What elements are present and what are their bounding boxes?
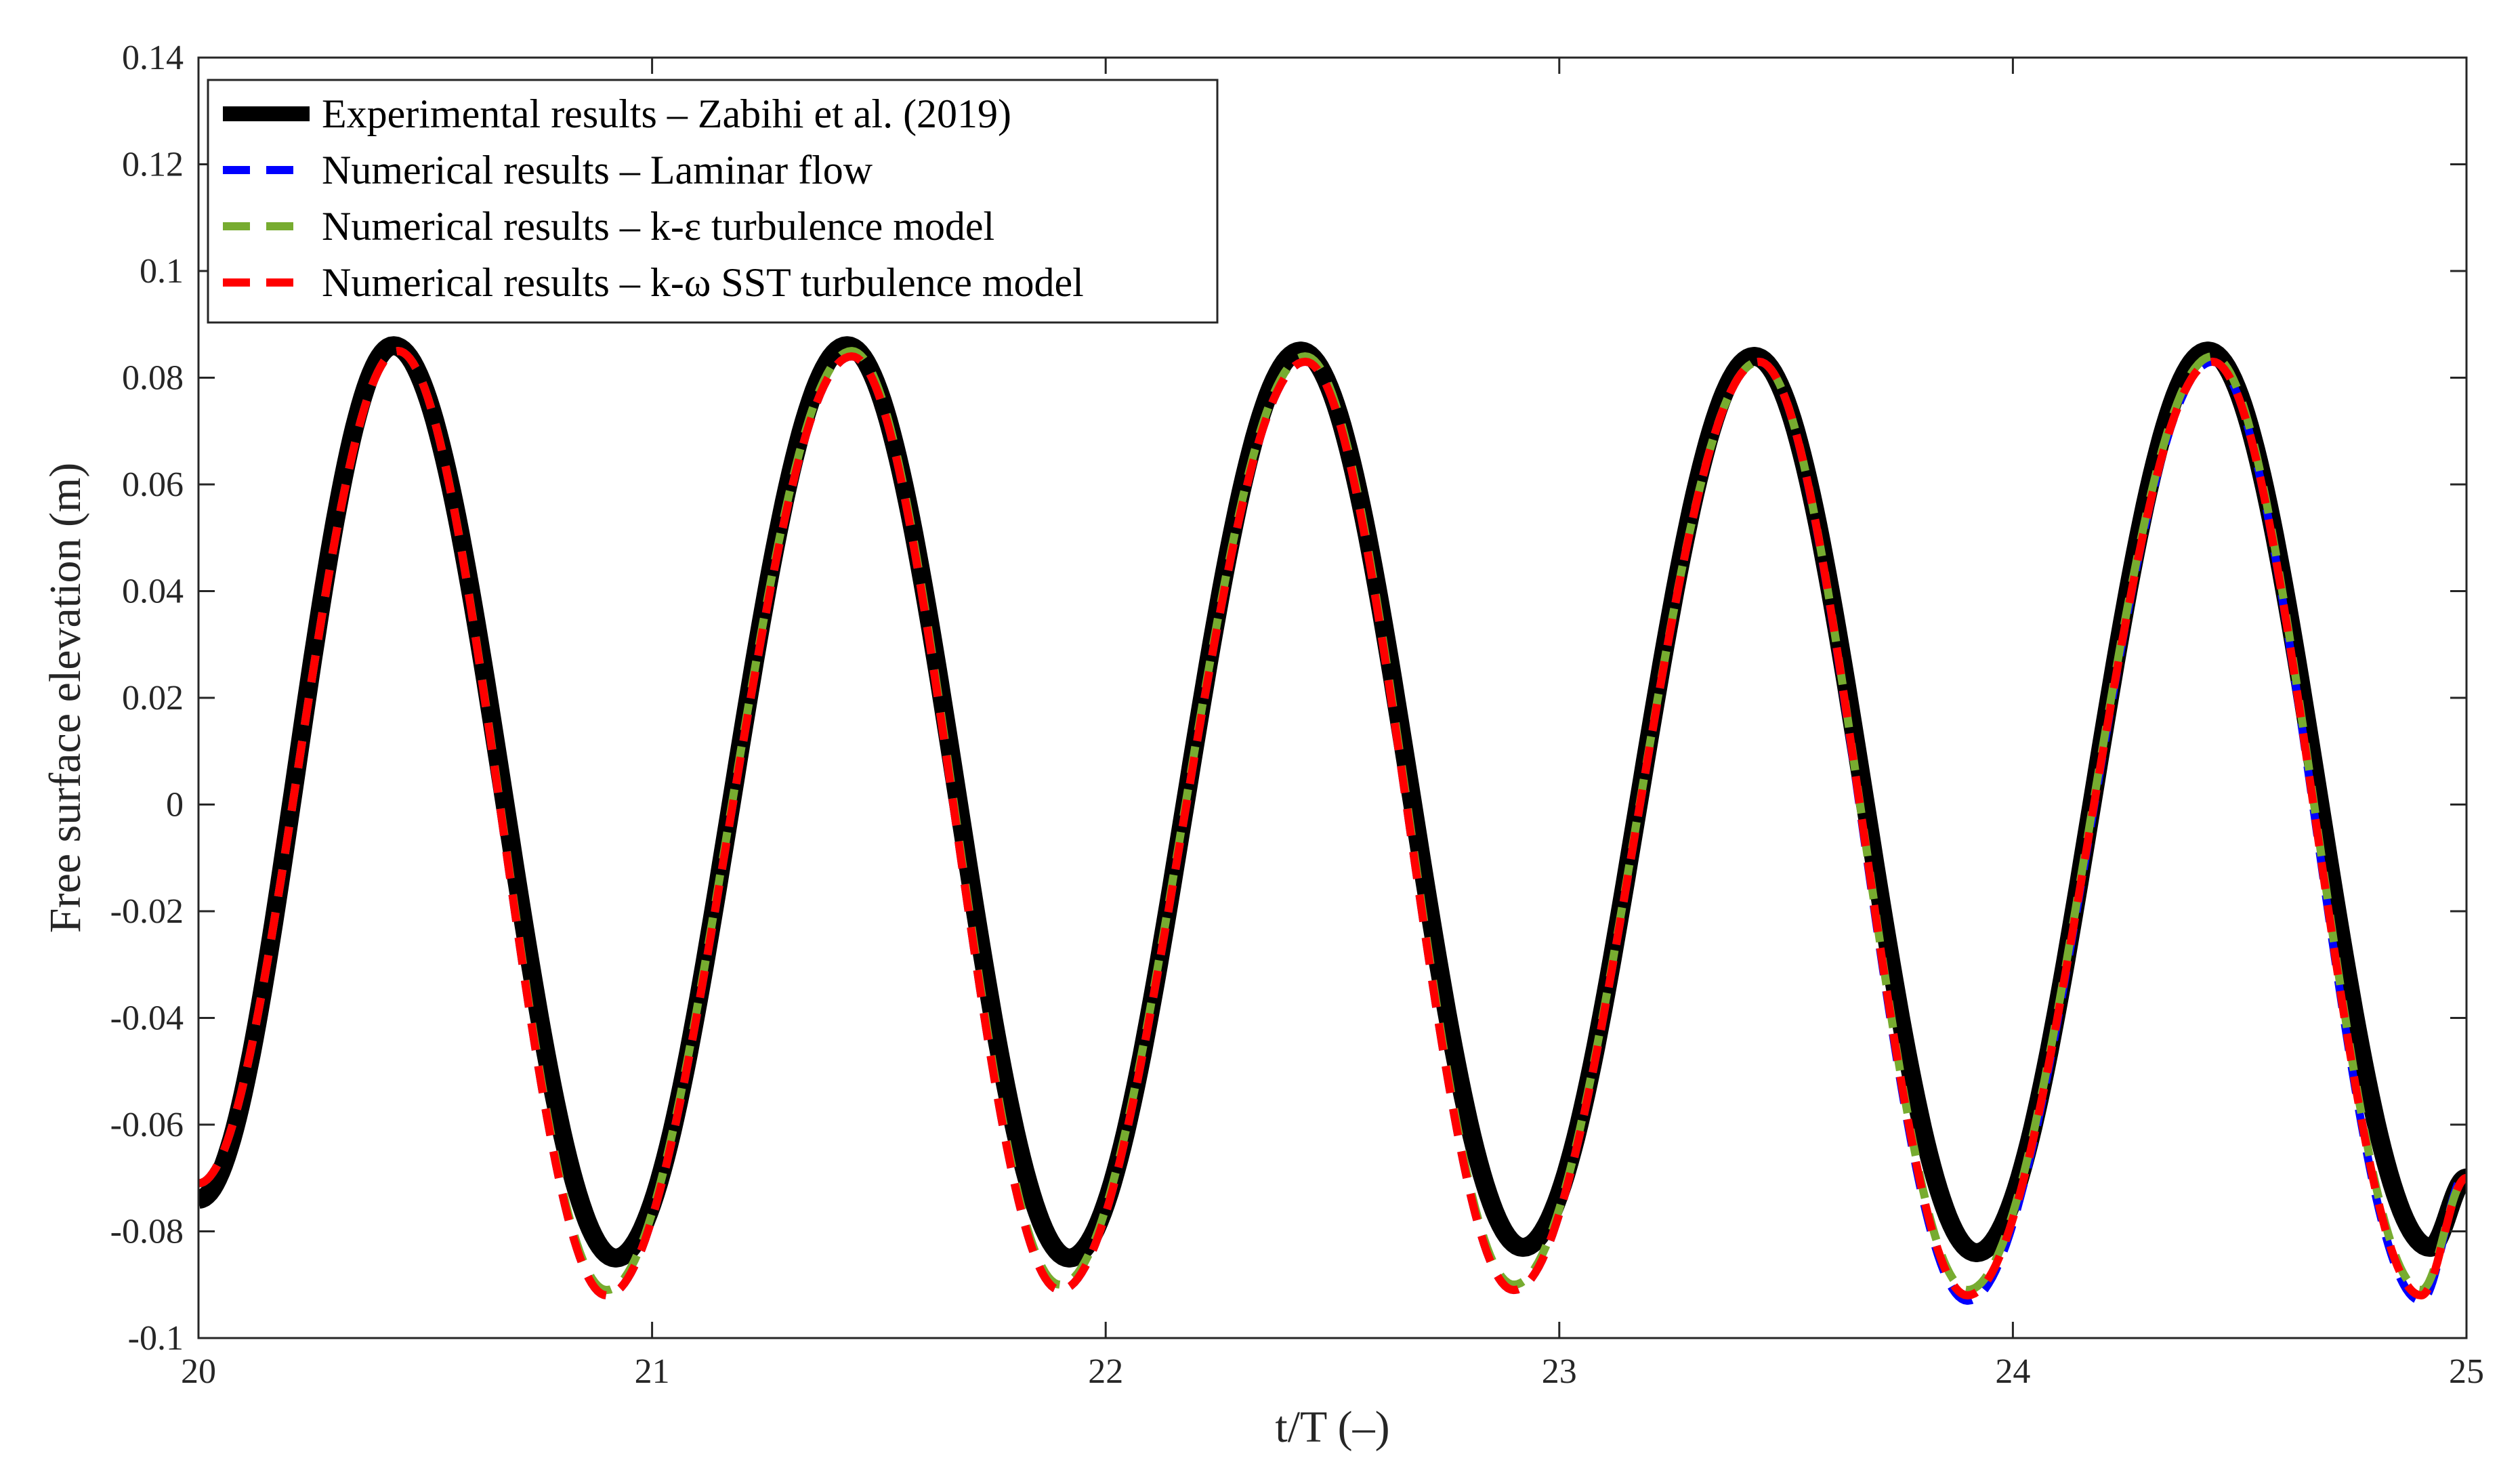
y-tick-label: -0.04 — [110, 999, 184, 1038]
x-tick-label: 22 — [1088, 1352, 1123, 1391]
y-tick-label: -0.02 — [110, 892, 184, 931]
legend-entry-4: Numerical results – k-ω SST turbulence m… — [322, 260, 1084, 305]
x-tick-label: 20 — [181, 1352, 216, 1391]
x-tick-label: 25 — [2449, 1352, 2484, 1391]
y-tick-label: 0 — [166, 786, 184, 825]
y-tick-label: 0.02 — [122, 679, 184, 717]
y-axis-label: Free surface elevation (m) — [41, 463, 90, 933]
x-tick-label: 23 — [1542, 1352, 1577, 1391]
x-tick-label: 21 — [635, 1352, 670, 1391]
y-tick-label: 0.06 — [122, 465, 184, 504]
x-axis-label: t/T (–) — [1275, 1402, 1389, 1452]
y-tick-label: -0.08 — [110, 1213, 184, 1251]
y-tick-label: 0.08 — [122, 359, 184, 398]
legend-entry-2: Numerical results – Laminar flow — [322, 148, 873, 192]
legend: Experimental results – Zabihi et al. (20… — [207, 79, 1219, 324]
y-tick-label: 0.12 — [122, 146, 184, 184]
legend-entry-3: Numerical results – k-ε turbulence model — [322, 204, 994, 249]
y-tick-label: 0.04 — [122, 572, 184, 611]
series-line-4-numerical-results-k-sst-turbulence-model — [198, 347, 2466, 1299]
x-tick-label: 24 — [1995, 1352, 2030, 1391]
y-tick-label: 0.1 — [140, 252, 184, 291]
y-tick-label: 0.14 — [122, 39, 184, 77]
legend-box — [207, 79, 1219, 324]
y-tick-label: -0.1 — [128, 1319, 184, 1358]
y-tick-label: -0.06 — [110, 1106, 184, 1144]
legend-entry-1: Experimental results – Zabihi et al. (20… — [322, 91, 1011, 136]
